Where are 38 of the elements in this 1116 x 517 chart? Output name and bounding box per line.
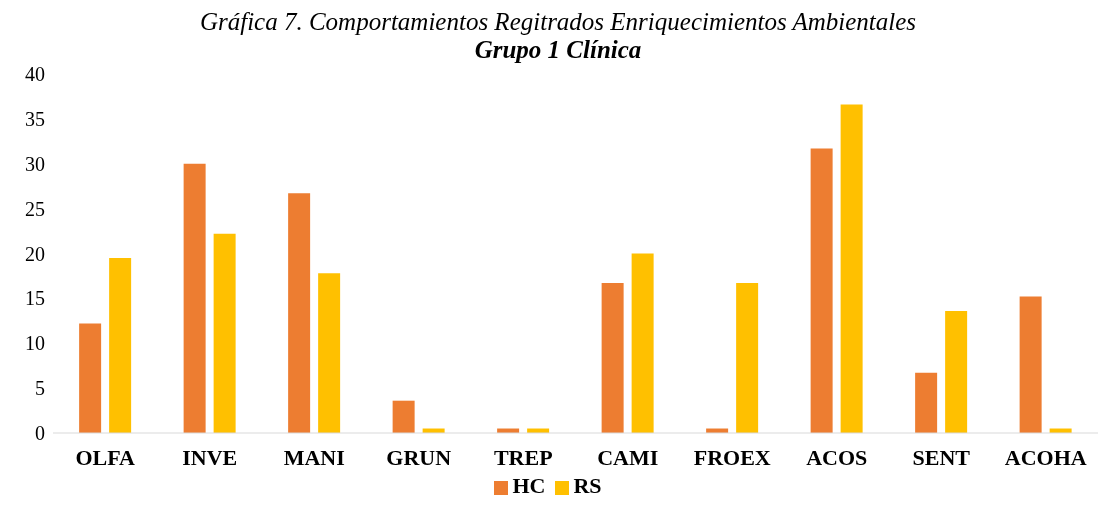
- x-tick-label: OLFA: [75, 444, 136, 470]
- bar: [288, 193, 311, 433]
- bar: [183, 163, 206, 433]
- x-tick-label: SENT: [912, 444, 971, 470]
- legend-label: HC: [512, 473, 546, 498]
- chart-subtitle: Grupo 1 Clínica: [473, 36, 643, 64]
- x-tick-label: TREP: [493, 444, 553, 470]
- bar: [945, 310, 968, 433]
- bar: [601, 283, 624, 433]
- y-tick-label: 30: [25, 152, 45, 175]
- bar: [631, 253, 654, 433]
- bar: [79, 323, 102, 433]
- x-tick-label: FROEX: [693, 444, 771, 470]
- x-tick-label: MANI: [283, 444, 345, 470]
- x-tick-label: CAMI: [597, 444, 659, 470]
- y-tick-label: 0: [35, 422, 45, 445]
- bar: [736, 283, 759, 433]
- bar: [840, 104, 863, 433]
- y-tick-label: 35: [25, 107, 45, 130]
- y-tick-label: 20: [25, 242, 45, 265]
- bar: [213, 233, 236, 433]
- y-tick-label: 25: [25, 197, 45, 220]
- bar: [810, 148, 833, 433]
- x-tick-label: ACOS: [806, 444, 868, 470]
- bar: [318, 273, 341, 433]
- bar: [392, 400, 415, 433]
- legend-label: RS: [573, 473, 602, 498]
- y-tick-label: 5: [35, 377, 45, 400]
- y-tick-label: 15: [25, 287, 45, 310]
- y-tick-label: 40: [25, 63, 45, 86]
- bar: [915, 372, 938, 433]
- y-tick-label: 10: [25, 332, 45, 355]
- bar: [1019, 296, 1042, 433]
- bar: [109, 257, 132, 433]
- x-tick-label: ACOHA: [1004, 444, 1087, 470]
- x-tick-label: GRUN: [386, 444, 452, 470]
- x-tick-label: INVE: [182, 444, 238, 470]
- chart-title: Gráfica 7. Comportamientos Regitrados Enriquecimientos Ambientales: [198, 8, 918, 36]
